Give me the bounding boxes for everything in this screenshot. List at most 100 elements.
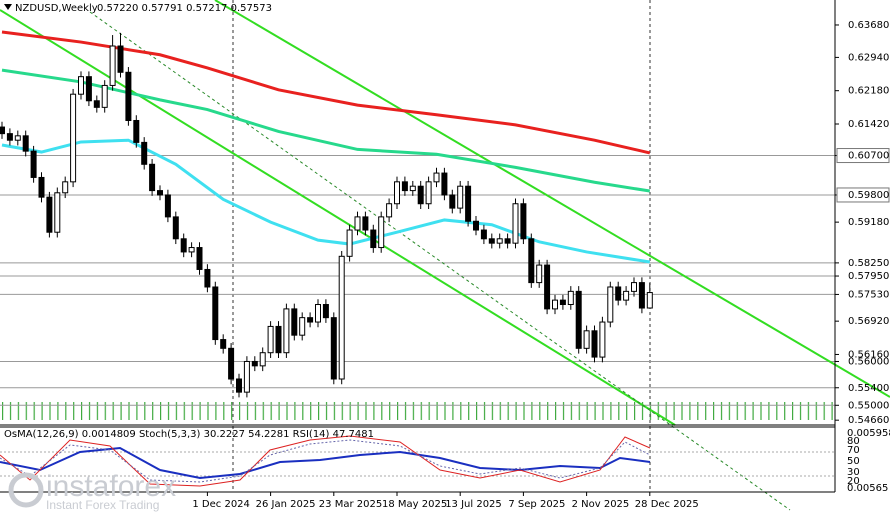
candle-body <box>299 317 306 336</box>
y-tick-box <box>836 187 890 203</box>
candle-body <box>125 71 132 121</box>
candle-body <box>243 360 250 393</box>
candle-body <box>0 126 5 135</box>
candle-body <box>322 304 329 319</box>
moving-average <box>1 68 651 193</box>
y-tick-label: 0.60700 <box>848 151 889 162</box>
candle-body <box>354 216 361 231</box>
candle-body <box>133 119 140 143</box>
x-tick-label: 26 Jan 2025 <box>256 499 316 510</box>
candle-body <box>93 100 100 108</box>
stoch-signal-line <box>0 439 651 483</box>
indicator-panel: OsMA(12,26,9) 0.0014809 Stoch(5,3,3) 30.… <box>0 429 835 487</box>
y-tick-label: 0.62180 <box>848 86 889 97</box>
candle-body <box>315 304 321 323</box>
candle-body <box>473 220 479 231</box>
x-tick-label: 23 Mar 2025 <box>319 499 382 510</box>
candle-body <box>480 229 487 240</box>
candle-body <box>267 325 274 354</box>
y-tick-label: 0.55000 <box>848 400 889 411</box>
indicator-scale-label: 70 <box>847 445 860 456</box>
y-tick-label: 0.56000 <box>848 356 889 367</box>
candle-body <box>307 317 314 323</box>
candle-body <box>70 93 77 183</box>
candle-body <box>275 325 282 354</box>
candle-body <box>496 238 503 244</box>
y-tick-label: 0.61420 <box>848 119 889 130</box>
candle-body <box>78 76 84 95</box>
candle-body <box>465 185 472 222</box>
ohlc: 0.57220 0.57791 0.57217 0.57573 <box>97 3 272 14</box>
candle-body <box>646 292 653 309</box>
y-tick-label: 0.59180 <box>848 217 889 228</box>
indicator-scale-label: 0.00565 <box>847 483 888 494</box>
candle-body <box>638 282 645 309</box>
indicator-scale-label: 20 <box>847 476 860 487</box>
y-tick-label: 0.62940 <box>848 52 889 63</box>
candle-body <box>425 181 432 205</box>
candle-body <box>188 247 195 253</box>
y-tick-label: 0.57950 <box>848 271 889 282</box>
candle-body <box>615 286 622 301</box>
candle-body <box>544 264 551 310</box>
candle-body <box>236 378 242 393</box>
candle-body <box>591 330 598 358</box>
candle-body <box>520 203 527 240</box>
candle-body <box>164 194 171 218</box>
candle-body <box>109 45 116 86</box>
candle-body <box>504 238 511 244</box>
candle-body <box>378 216 385 249</box>
candle-body <box>401 181 408 192</box>
watermark-sub: Instant Forex Trading <box>46 498 159 512</box>
candle-body <box>204 268 211 288</box>
y-tick-label: 0.55400 <box>848 383 889 394</box>
candle-body <box>488 238 495 244</box>
candle-body <box>552 299 558 310</box>
candle-body <box>599 321 606 358</box>
candle-body <box>457 185 464 209</box>
x-tick-label: 1 Dec 2024 <box>192 499 250 510</box>
candle-body <box>251 360 258 367</box>
watermark: instaforex <box>46 470 176 503</box>
candle-body <box>220 339 227 349</box>
y-tick-label: 0.63680 <box>848 20 889 31</box>
channel-line <box>214 0 890 398</box>
candle-body <box>394 181 400 205</box>
candle-body <box>417 185 424 205</box>
candle-body <box>22 135 29 152</box>
indicator-scale-label: 0.005958 <box>847 428 890 439</box>
candle-body <box>386 203 393 218</box>
candle-body <box>212 286 219 341</box>
candle-body <box>38 176 45 198</box>
candle-body <box>291 308 298 336</box>
x-tick-label: 2 Nov 2025 <box>572 499 630 510</box>
candle-body <box>117 45 124 73</box>
candle-body <box>259 352 266 367</box>
candle-body <box>567 290 574 306</box>
candle-body <box>441 172 448 196</box>
candle-body <box>433 172 440 183</box>
candle-body <box>54 192 61 233</box>
candle-body <box>149 163 156 192</box>
candle-body <box>575 290 582 349</box>
candle-body <box>228 347 235 380</box>
indicator-scale-label: 50 <box>847 456 860 467</box>
indicator-scale-label: 80 <box>847 436 860 447</box>
x-tick-label: 28 Dec 2025 <box>635 499 699 510</box>
y-tick-label: 0.56920 <box>848 316 889 327</box>
candle-body <box>196 247 203 270</box>
candle-body <box>338 255 345 380</box>
candle-body <box>631 282 637 292</box>
candle-body <box>583 330 590 349</box>
y-tick-label: 0.56160 <box>848 349 889 360</box>
x-tick-label: 18 May 2025 <box>382 499 447 510</box>
candle-body <box>180 238 187 253</box>
candle-body <box>346 229 353 257</box>
watermark-logo <box>8 472 44 508</box>
candle-body <box>607 286 614 323</box>
candle-body <box>62 181 69 194</box>
candle-body <box>172 216 179 240</box>
y-tick-label: 0.59800 <box>848 190 889 201</box>
